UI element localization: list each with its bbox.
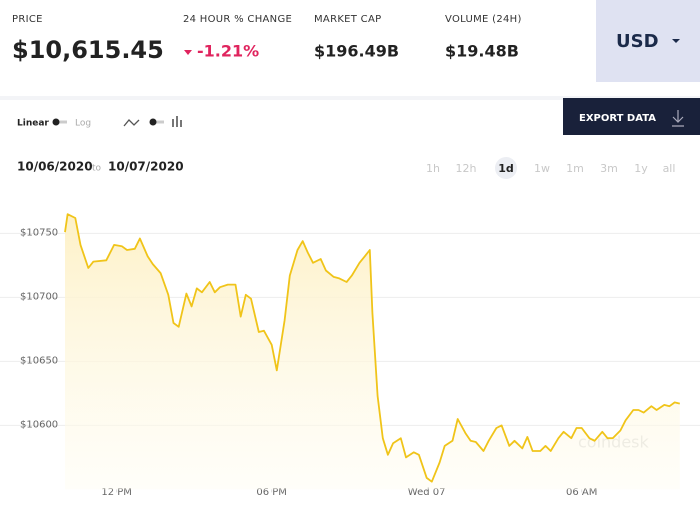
price-label: PRICE (12, 14, 43, 25)
range-buttons: 1h 12h 1d 1w 1m 3m 1y all (426, 162, 675, 175)
market-cap-label: MARKET CAP (314, 14, 381, 25)
x-tick-label: 06 AM (566, 487, 597, 498)
range-button[interactable]: 1w (534, 162, 550, 175)
y-tick-label: $10600 (20, 419, 58, 430)
export-button[interactable] (563, 98, 700, 135)
date-to-word: to (92, 164, 102, 174)
export-label[interactable]: EXPORT DATA (579, 113, 656, 124)
range-button[interactable]: 1h (426, 162, 440, 175)
range-button[interactable]: 1y (634, 162, 648, 175)
bar-icon[interactable] (172, 116, 182, 127)
range-button[interactable]: 1m (566, 162, 584, 175)
date-to: 10/07/2020 (108, 160, 184, 174)
volume-label: VOLUME (24H) (445, 14, 522, 25)
currency[interactable]: USD (616, 31, 659, 52)
range-button[interactable]: 3m (600, 162, 618, 175)
x-tick-label: 12 PM (101, 487, 132, 498)
toggle-knob[interactable] (52, 118, 60, 126)
range-button[interactable]: 12h (456, 162, 477, 175)
price-line (64, 213, 681, 483)
currency-select[interactable] (596, 0, 700, 82)
x-tick-label: 06 PM (256, 487, 287, 498)
area (65, 214, 680, 490)
y-tick-label: $10650 (20, 355, 58, 366)
price: $10,615.45 (12, 36, 164, 64)
download-icon (672, 110, 684, 127)
log-option[interactable]: Log (75, 119, 91, 129)
volume: $19.48B (445, 42, 519, 61)
toggle-knob (149, 118, 157, 126)
header (0, 0, 700, 96)
date-from: 10/06/2020 (17, 160, 93, 174)
plot: $10600 $10650 $10700 $10750 12 PM 06 PM Wed 07… (0, 213, 700, 498)
linear-option[interactable]: Linear (17, 119, 49, 129)
range-button[interactable]: 1d (498, 162, 514, 175)
divider (0, 96, 700, 100)
range-selected (495, 157, 517, 179)
market-cap: $196.49B (314, 42, 399, 61)
y-tick-label: $10700 (20, 291, 58, 302)
change: -1.21% (197, 42, 259, 61)
down-arrow (184, 50, 192, 55)
y-tick-label: $10750 (20, 227, 58, 238)
change-label: 24 HOUR % CHANGE (183, 14, 292, 25)
caret (672, 39, 680, 43)
range-button[interactable]: all (663, 162, 676, 175)
x-tick-label: Wed 07 (408, 487, 446, 498)
line-icon[interactable] (123, 119, 140, 127)
